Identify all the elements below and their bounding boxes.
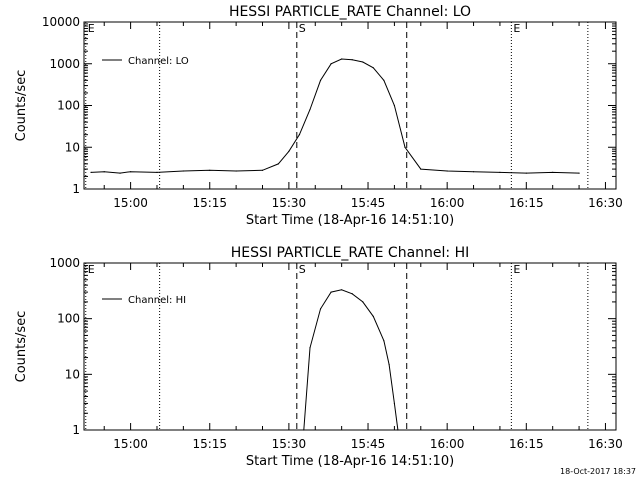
data-point [119,172,121,174]
data-point [420,168,422,170]
lo-channel-panel: HESSI PARTICLE_RATE Channel: LO Start Tim… [14,4,623,228]
x-tick-label: 15:15 [192,437,227,451]
y-tick-label: 1000 [49,256,80,270]
data-point [383,79,385,81]
x-tick-label: 15:45 [351,196,386,210]
x-tick-label: 15:00 [113,196,148,210]
y-axis-label: Counts/sec [14,70,29,142]
y-tick-label: 100 [57,99,80,113]
x-tick-label: 16:30 [588,437,623,451]
marker-flag-s: S [299,22,306,35]
marker-flag-s: S [299,263,306,276]
generation-timestamp: 18-Oct-2017 18:37 [560,467,636,476]
data-point [303,429,305,431]
x-tick-label: 16:15 [509,437,544,451]
data-point [319,79,322,81]
chart-title: HESSI PARTICLE_RATE Channel: LO [229,4,471,20]
plot-frame [83,21,617,190]
x-axis-label: Start Time (18-Apr-16 14:51:10) [246,213,454,228]
data-point [351,293,353,295]
data-point [397,429,399,431]
data-point [362,301,364,303]
data-point [372,67,374,69]
plot-frame [83,262,617,431]
y-tick-label: 1 [72,423,80,437]
data-point [362,61,364,63]
marker-flag-e: E [513,22,520,35]
data-point [235,170,237,172]
data-point [341,289,343,291]
data-point [578,172,580,174]
data-point [552,171,554,173]
x-tick-label: 15:15 [192,196,227,210]
data-point [499,171,501,173]
data-point [404,146,406,148]
x-tick-label: 16:00 [430,437,465,451]
series-line [303,289,399,431]
data-point [277,163,279,165]
data-point [298,134,301,136]
chart-title: HESSI PARTICLE_RATE Channel: HI [231,245,469,261]
marker-flag-e: E [513,263,520,276]
data-point [388,363,390,366]
x-tick-label: 15:00 [113,437,148,451]
x-axis-label: Start Time (18-Apr-16 14:51:10) [246,454,454,469]
legend-label: Channel: LO [128,56,189,67]
data-point [341,58,343,60]
data-point [393,402,396,405]
data-point [351,59,353,61]
y-tick-label: 10 [65,140,80,154]
data-point [319,308,322,310]
data-point [330,63,332,65]
x-tick-label: 16:00 [430,196,465,210]
data-point [372,315,374,317]
data-point [525,172,527,174]
data-point [472,171,475,173]
x-tick-label: 15:30 [272,437,307,451]
data-point [209,169,211,171]
series-line [90,58,580,174]
data-point [103,171,105,173]
data-point [309,347,311,349]
data-point [261,169,264,171]
hi-channel-panel: HESSI PARTICLE_RATE Channel: HI Start Tim… [14,245,623,469]
y-axis-label: Counts/sec [14,311,29,383]
y-tick-label: 10 [65,367,80,381]
marker-flag-e: E [88,263,95,276]
data-point [182,170,184,172]
y-tick-label: 1 [72,182,80,196]
y-tick-label: 1000 [49,57,80,71]
y-tick-label: 100 [57,312,80,326]
x-tick-label: 15:45 [351,437,386,451]
data-point [383,340,385,342]
data-point [393,104,396,107]
x-tick-label: 15:30 [272,196,307,210]
data-point [446,170,448,172]
data-point [288,150,290,152]
data-point [309,108,311,111]
data-point [130,171,132,173]
legend-label: Channel: HI [128,295,186,306]
marker-flag-e: E [88,22,95,35]
data-point [156,171,158,173]
x-tick-label: 16:30 [588,196,623,210]
data-point [330,291,332,293]
x-tick-label: 16:15 [509,196,544,210]
y-tick-label: 10000 [42,15,80,29]
data-point [90,171,92,173]
